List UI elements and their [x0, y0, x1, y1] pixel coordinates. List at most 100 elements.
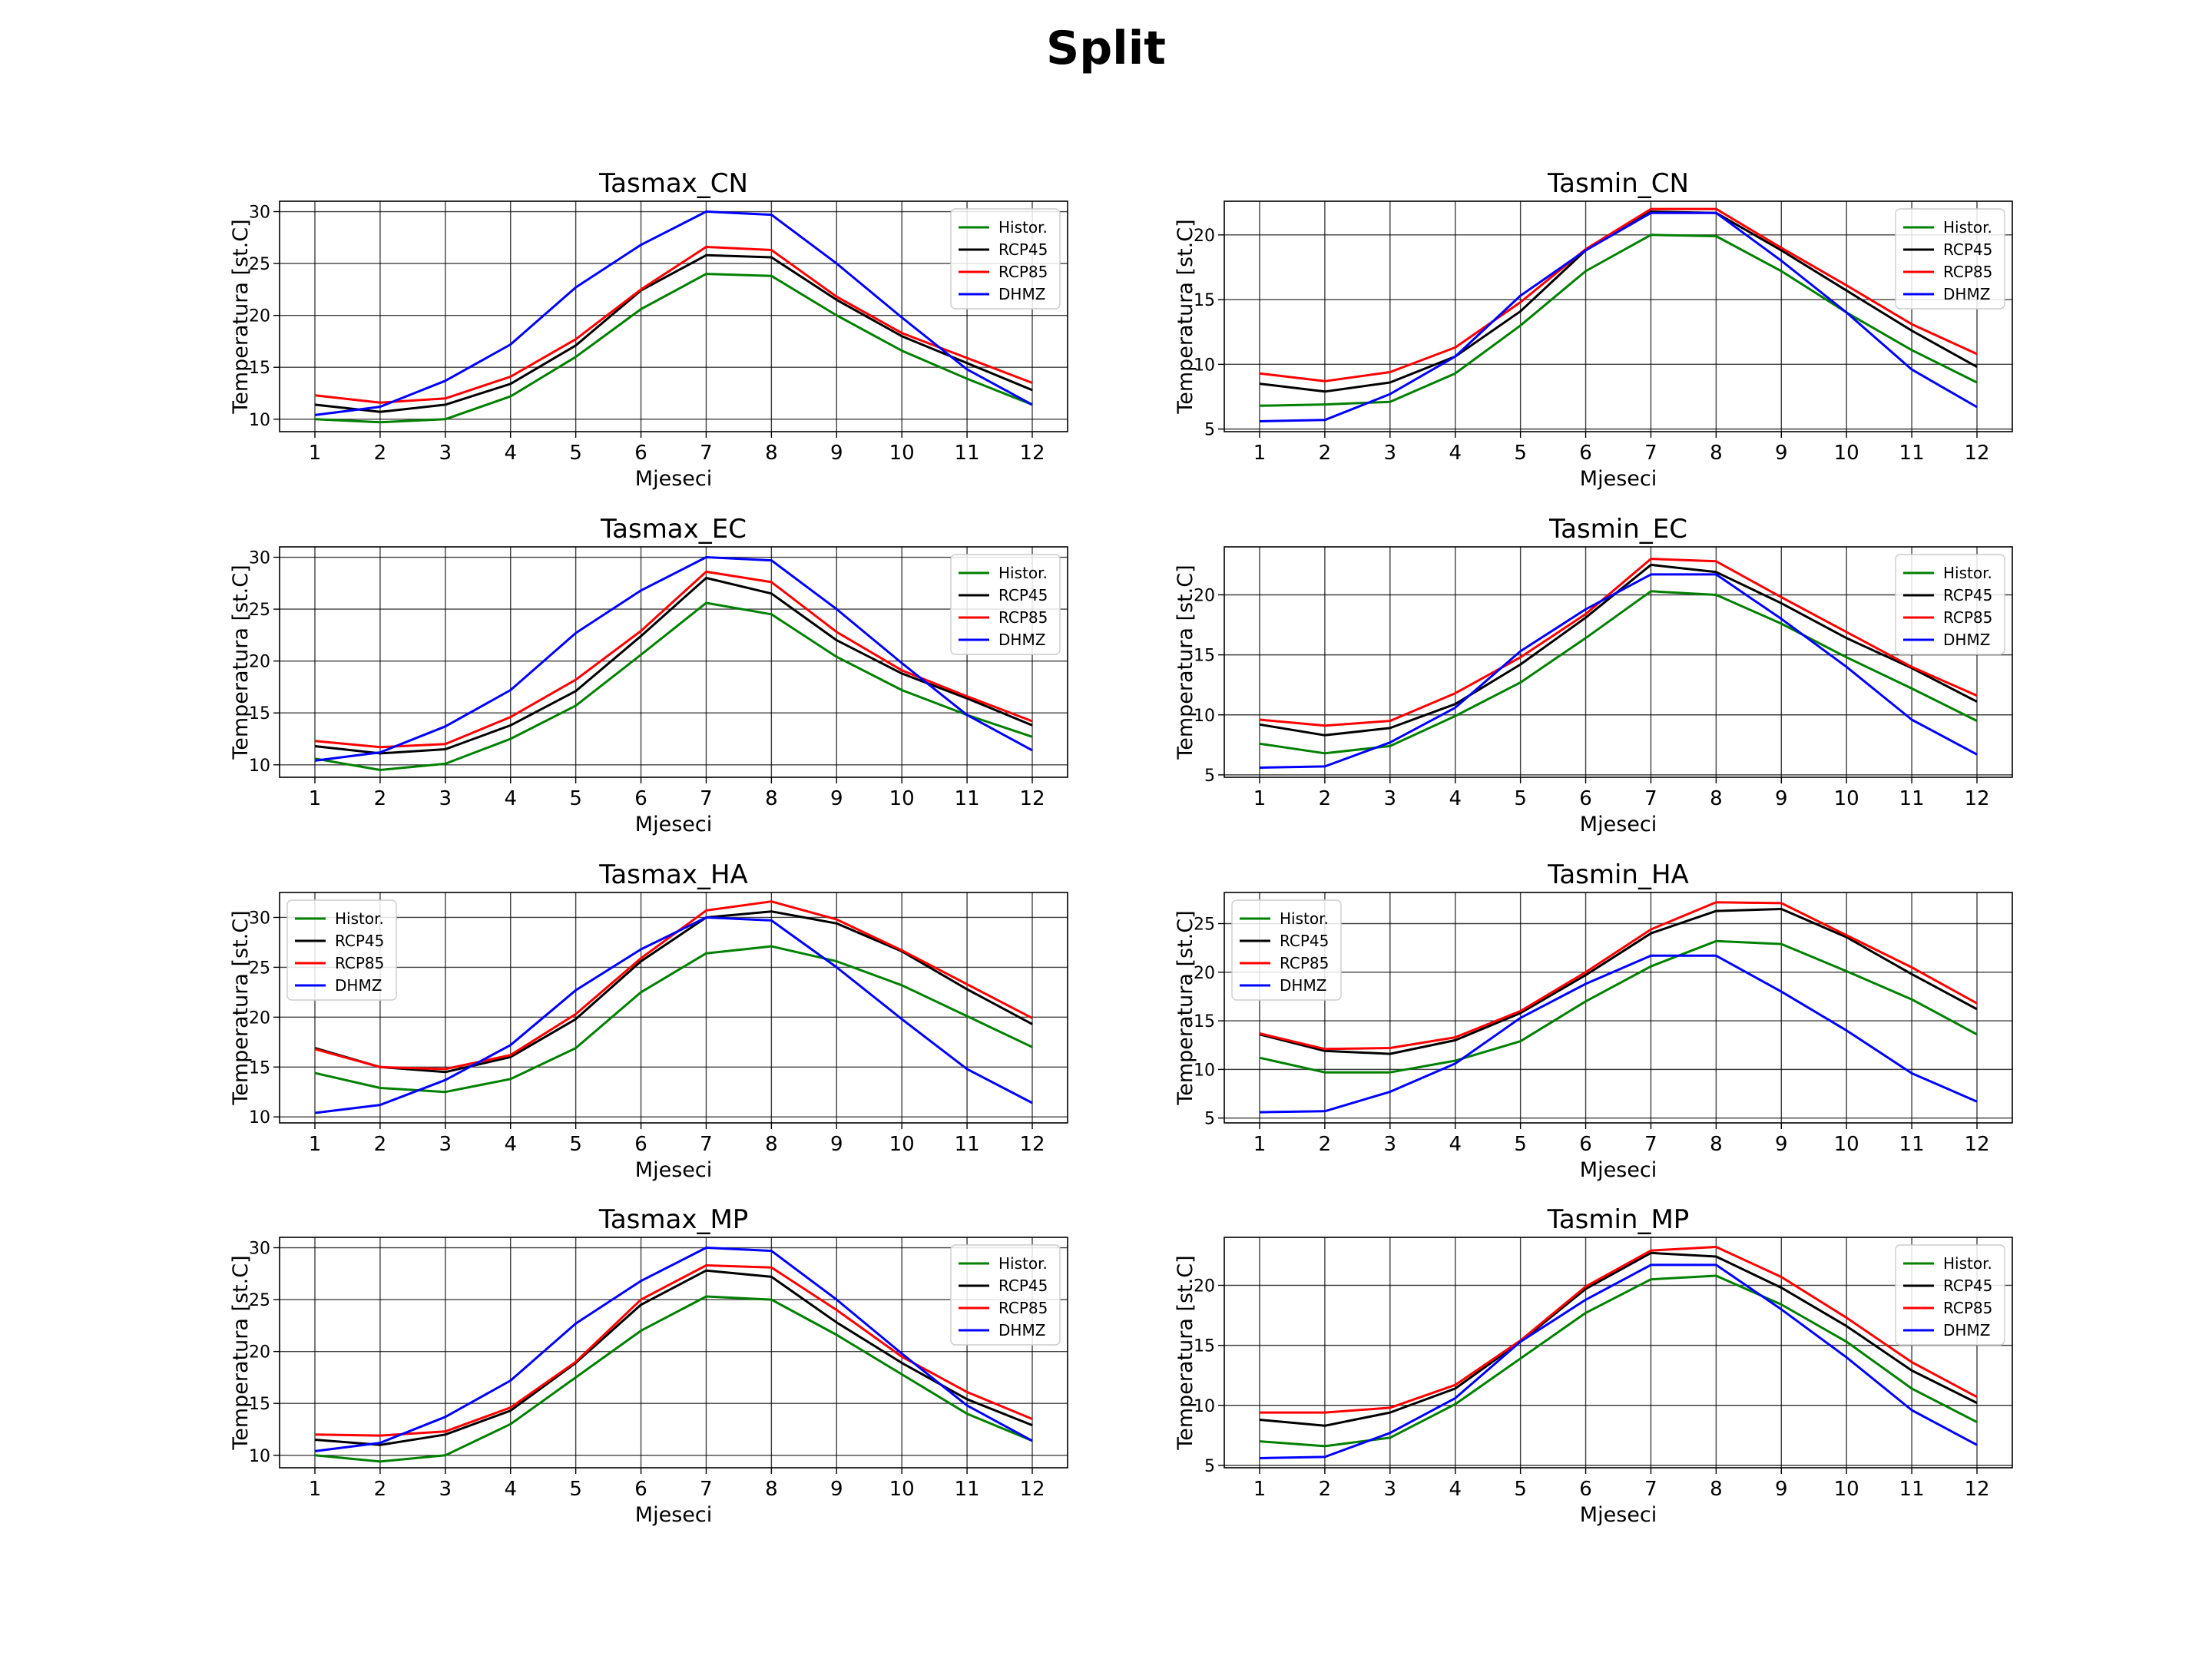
x-tick-label: 2 [1319, 442, 1332, 465]
y-tick-label: 10 [249, 411, 270, 430]
series-line-dhmz [1259, 1263, 1978, 1459]
y-tick-label: 10 [249, 757, 270, 776]
chart-panel-tasmin-mp: Tasmin_MP1 2 3 4 5 6 7 8 9 10 11 125101520MjeseciTe… [1174, 1204, 2013, 1527]
legend-label: Histor. [1943, 1254, 1992, 1273]
x-tick-label: 3 [439, 1478, 452, 1501]
chart-panel-tasmax-ha: Tasmax_HA1 2 3 4 5 6 7 8 9 10 11 121015202530Mjesec… [229, 859, 1068, 1182]
x-tick-label: 3 [1384, 442, 1397, 465]
series-line-rcp85 [1259, 207, 1978, 382]
x-tick-label: 5 [569, 1478, 582, 1501]
y-tick-label: 25 [1194, 916, 1215, 935]
x-tick-label: 1 [1253, 1133, 1267, 1156]
y-axis-label: Temperatura [st.C] [229, 219, 253, 414]
plot-frame [1224, 892, 2013, 1124]
y-tick-label: 30 [249, 204, 270, 223]
y-tick-label: 20 [1194, 1277, 1215, 1296]
x-tick-label: 2 [374, 1133, 387, 1156]
legend-label: Histor. [998, 218, 1048, 237]
series-line-dhmz [314, 210, 1033, 416]
x-tick-label: 8 [765, 1478, 778, 1501]
x-tick-label: 1 [309, 1133, 322, 1156]
x-tick-label: 3 [1384, 1478, 1397, 1501]
x-tick-label: 8 [765, 787, 778, 810]
x-tick-label: 5 [1514, 787, 1527, 810]
legend-label: Histor. [335, 909, 384, 928]
x-tick-label: 6 [1579, 787, 1592, 810]
legend-label: RCP45 [998, 240, 1048, 259]
series-line-rcp45 [314, 577, 1033, 755]
x-tick-label: 9 [1775, 787, 1788, 810]
x-tick-label: 6 [1579, 442, 1592, 465]
legend-box [950, 554, 1061, 655]
series-line-dhmz [1259, 954, 1978, 1114]
x-tick-label: 8 [1710, 1133, 1723, 1156]
x-tick-label: 8 [765, 1133, 778, 1156]
x-tick-label: 7 [1644, 442, 1657, 465]
panel-title: Tasmin_EC [1548, 514, 1687, 545]
x-tick-label: 2 [1319, 787, 1332, 810]
plot-frame [1224, 1237, 2013, 1469]
y-tick-label: 5 [1204, 1457, 1215, 1476]
y-tick-label: 15 [249, 1058, 270, 1078]
y-tick-label: 15 [1194, 1337, 1215, 1356]
x-tick-label: 9 [1775, 1133, 1788, 1156]
series-line-rcp45 [314, 253, 1033, 413]
x-tick-label: 4 [504, 1133, 517, 1156]
y-tick-label: 5 [1204, 421, 1215, 440]
x-tick-label: 1 [309, 1478, 322, 1501]
x-tick-label: 11 [955, 787, 980, 810]
series-line-histor [1259, 939, 1978, 1074]
x-tick-label: 7 [700, 1478, 713, 1501]
legend-label: RCP85 [1943, 263, 1992, 281]
y-tick-label: 15 [1194, 291, 1215, 310]
x-tick-label: 10 [889, 1133, 915, 1156]
y-tick-label: 30 [249, 549, 270, 568]
legend-box [1895, 208, 2005, 310]
legend-label: RCP85 [998, 263, 1048, 281]
x-tick-label: 6 [634, 1478, 647, 1501]
legend: Histor. RCP45 RCP85 DHMZ [950, 208, 1061, 310]
x-tick-label: 6 [634, 1133, 647, 1156]
series-line-histor [1259, 1274, 1978, 1448]
x-tick-label: 1 [309, 787, 322, 810]
legend-box [950, 208, 1061, 310]
x-tick-label: 4 [1449, 1478, 1462, 1501]
x-tick-label: 9 [830, 1478, 843, 1501]
series-line-rcp85 [314, 570, 1033, 749]
x-tick-label: 9 [830, 787, 843, 810]
legend-label: Histor. [998, 564, 1048, 582]
y-tick-label: 20 [249, 307, 270, 326]
legend-label: RCP45 [1943, 240, 1992, 259]
legend-label: DHMZ [1280, 976, 1326, 995]
x-tick-label: 12 [1964, 787, 1989, 810]
y-tick-label: 20 [1194, 227, 1215, 246]
chart-panel-tasmax-ec: Tasmax_EC1 2 3 4 5 6 7 8 9 10 11 121015202530Mjesec… [229, 514, 1068, 836]
legend-box [1895, 554, 2005, 655]
x-tick-label: 7 [700, 442, 713, 465]
y-tick-label: 25 [249, 601, 270, 620]
x-axis-label: Mjeseci [635, 1158, 712, 1182]
y-tick-label: 10 [1194, 356, 1215, 375]
series-line-rcp45 [1259, 908, 1978, 1055]
x-tick-label: 8 [1710, 1478, 1723, 1501]
x-tick-label: 10 [1834, 442, 1859, 465]
legend-label: Histor. [1280, 909, 1329, 928]
x-tick-label: 3 [439, 442, 452, 465]
series-line-dhmz [314, 916, 1033, 1114]
x-tick-label: 3 [1384, 1133, 1397, 1156]
x-tick-label: 4 [1449, 1133, 1462, 1156]
x-tick-label: 1 [1253, 442, 1267, 465]
legend-label: RCP85 [998, 1299, 1048, 1317]
x-tick-label: 4 [1449, 442, 1462, 465]
x-tick-label: 2 [1319, 1133, 1332, 1156]
legend-label: RCP45 [335, 932, 384, 950]
x-tick-label: 1 [309, 442, 322, 465]
series-line-rcp85 [1259, 558, 1978, 727]
x-axis-label: Mjeseci [1580, 813, 1657, 836]
x-tick-label: 8 [765, 442, 778, 465]
y-axis-label: Temperatura [st.C] [1174, 1255, 1197, 1450]
legend: Histor. RCP45 RCP85 DHMZ [1231, 899, 1342, 1001]
y-tick-label: 20 [249, 1008, 270, 1028]
y-tick-label: 30 [249, 909, 270, 928]
x-tick-label: 7 [1644, 1133, 1657, 1156]
